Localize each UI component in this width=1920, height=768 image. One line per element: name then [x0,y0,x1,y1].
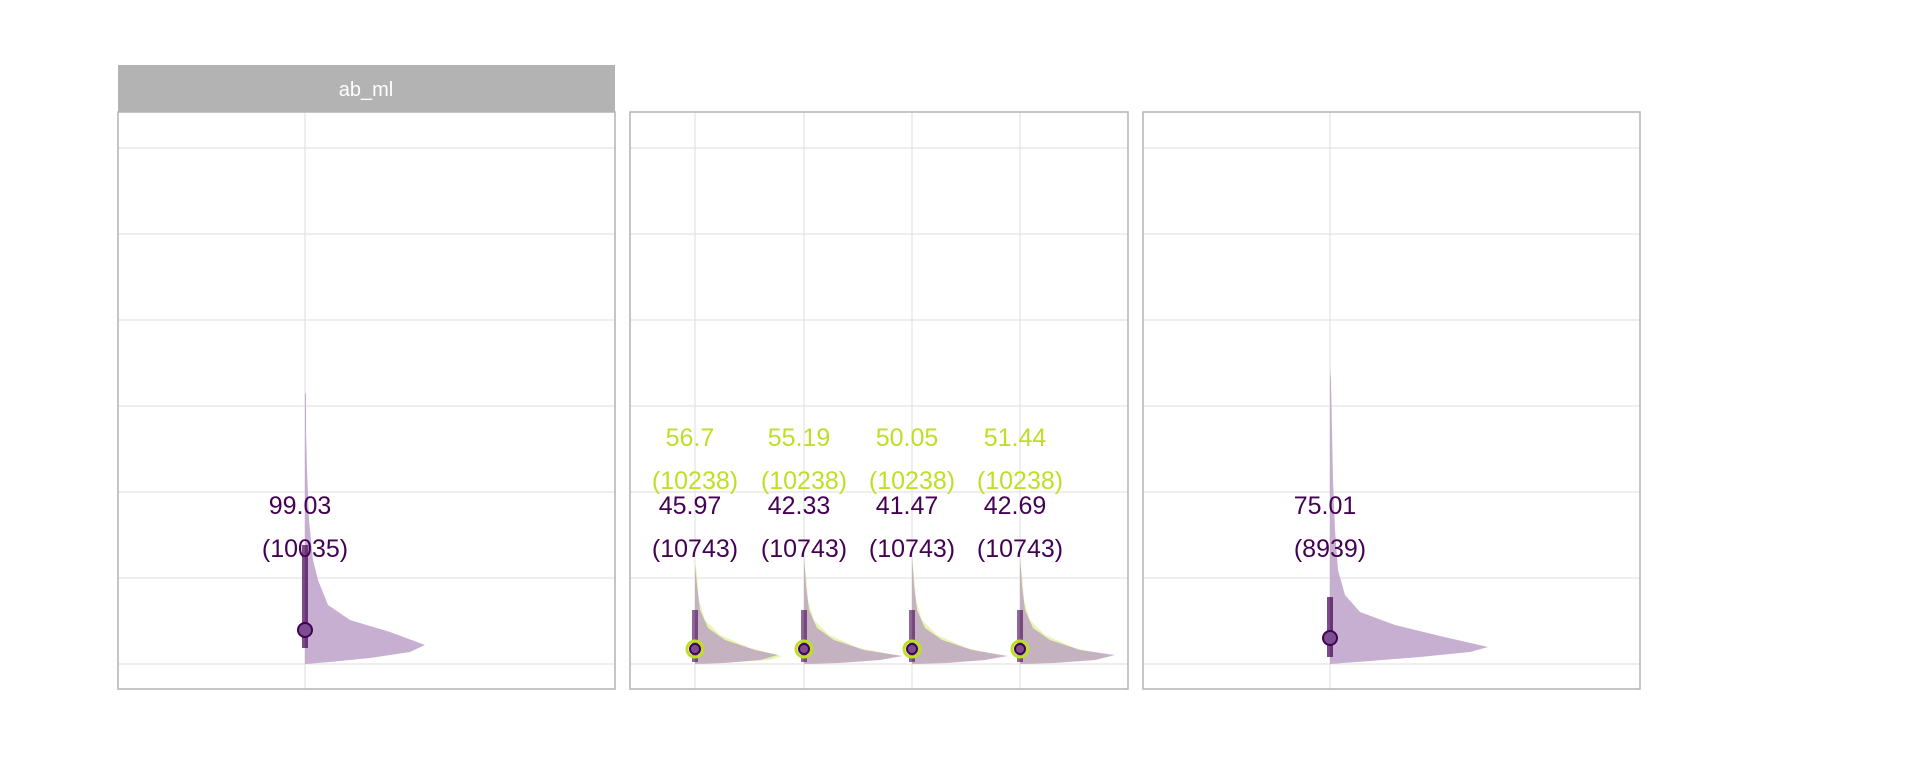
median-point-b [685,639,705,659]
ci-bar-a [692,610,698,662]
violin-group-4 [1010,555,1115,664]
value-label-a: 75.01 [1294,492,1357,520]
n-label-a: (10743) [977,535,1063,563]
median-point-a [297,622,313,638]
n-label-a: (10743) [869,535,955,563]
value-label-b: 50.05 [876,424,939,452]
gridlines [118,112,615,689]
median-point-b [794,639,814,659]
value-label-b: 51.44 [984,424,1047,452]
facet-strip-label: ab_ml [339,79,393,101]
n-label-a: (10743) [652,535,738,563]
value-label-a: 42.69 [984,492,1047,520]
gridlines [630,112,1128,689]
panel-2: 56.7 (10238) 55.19 (10238) 50.05 (10238)… [629,111,1129,690]
violin-a [1020,555,1115,664]
facet-strip [118,65,615,112]
median-point-a [906,643,918,655]
panel-1: ab_ml 99.03 (10035) [117,65,616,690]
n-label-a: (10035) [262,535,348,563]
panel-border [117,111,616,690]
n-label-b: (10238) [977,467,1063,495]
value-label-a: 99.03 [269,492,332,520]
median-point-b [902,639,922,659]
violin-a [305,392,425,664]
value-label-b: 55.19 [768,424,831,452]
median-point-a [1322,630,1338,646]
violin-group-1 [685,560,782,664]
ci-bar-a [1017,610,1023,662]
ci-bar-a [302,545,308,648]
violin-a [912,555,1008,664]
median-point-a [798,643,810,655]
n-label-b: (10238) [652,467,738,495]
median-point-b [1010,639,1030,659]
violin-a [695,565,778,664]
violin-group-2 [794,555,903,664]
median-point-a [689,643,701,655]
n-label-a: (10743) [761,535,847,563]
n-label-b: (10238) [761,467,847,495]
ci-bar-a [1327,597,1333,657]
value-label-b: 56.7 [666,424,715,452]
ci-bar-a [909,610,915,662]
value-label-a: 42.33 [768,492,831,520]
n-label-b: (10238) [869,467,955,495]
value-label-a: 45.97 [659,492,722,520]
violin-group-3 [902,555,1008,664]
gridlines [1143,112,1640,689]
panel-border [629,111,1129,690]
panel-border [1142,111,1641,690]
n-label-a: (8939) [1294,535,1366,563]
violin-a [1330,368,1488,664]
value-label-a: 41.47 [876,492,939,520]
panel-3: 75.01 (8939) [1142,111,1641,690]
ci-bar-a [801,610,807,662]
violin-a [804,555,903,664]
median-point-a [1014,643,1026,655]
